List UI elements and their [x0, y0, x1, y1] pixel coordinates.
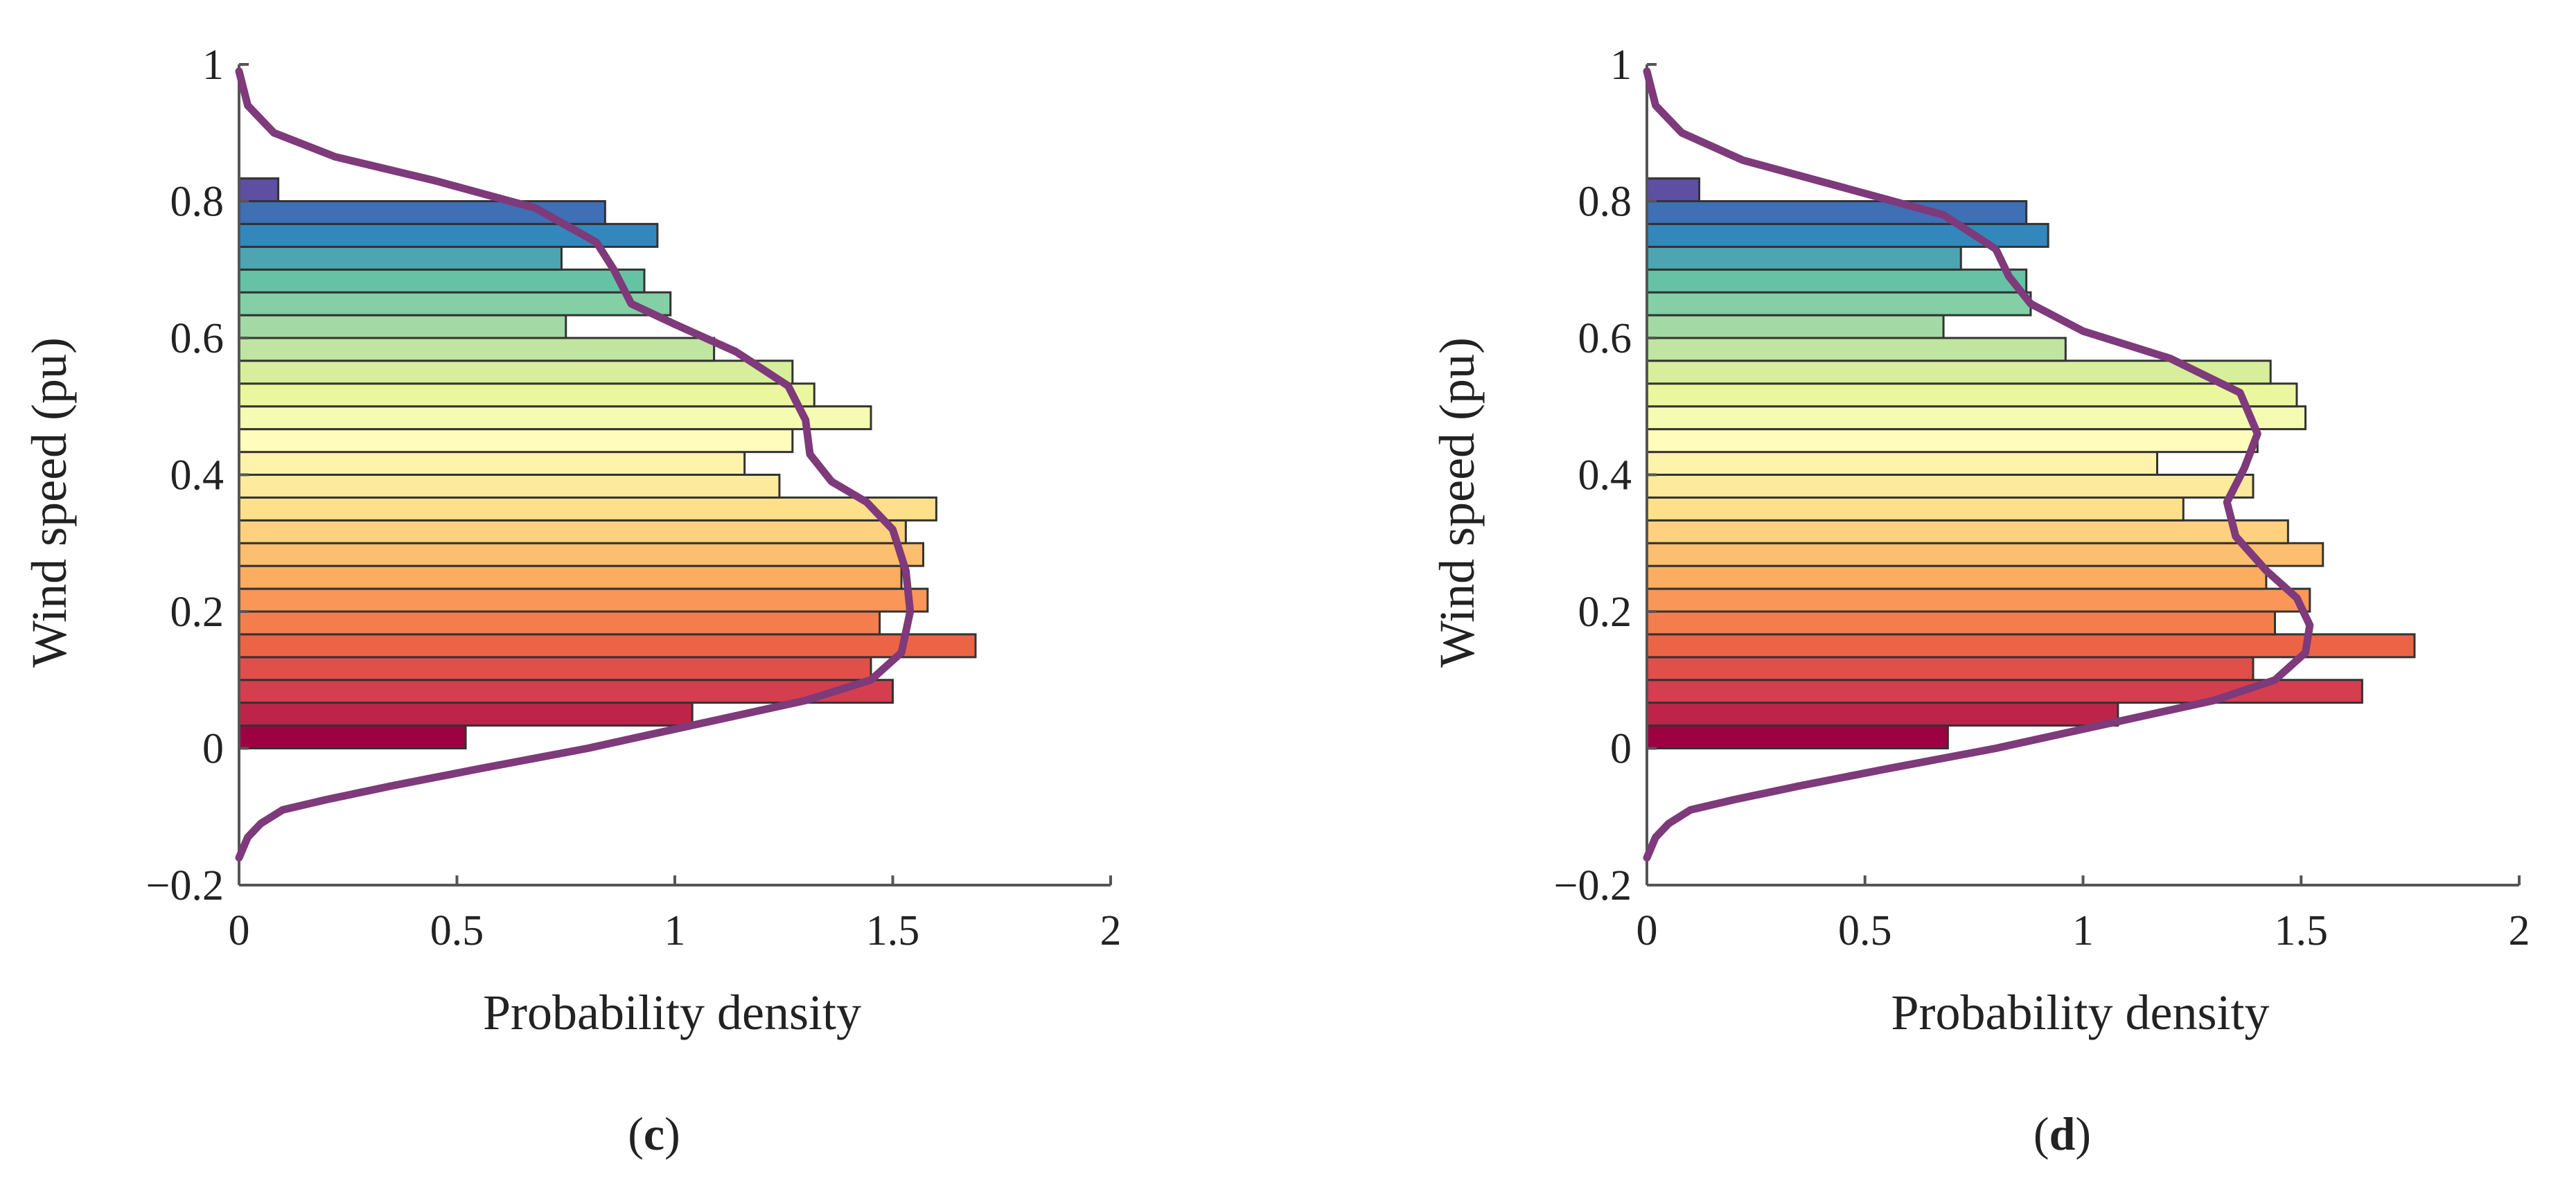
histogram-bar — [1646, 542, 2324, 567]
x-tick-label: 1.5 — [2275, 907, 2329, 954]
x-axis-title: Probability density — [483, 985, 861, 1040]
histogram-bar — [1646, 564, 2268, 590]
histogram-bar — [238, 542, 925, 567]
histogram-bar — [1646, 245, 1962, 271]
histogram-bar — [1646, 451, 2159, 476]
histogram-bar — [238, 245, 563, 271]
x-tick-label: 0 — [1637, 907, 1658, 954]
y-axis-title: Wind speed (pu) — [1429, 337, 1485, 668]
y-tick-label: 0.4 — [170, 452, 224, 499]
histogram-bar — [1646, 702, 2119, 727]
histogram-bar — [238, 564, 903, 590]
y-tick-label: 1 — [1610, 42, 1632, 89]
histogram-bar — [238, 268, 646, 294]
histogram-bar — [238, 451, 746, 476]
panel-letter: d — [2049, 1107, 2076, 1160]
y-tick-label: 0 — [202, 726, 224, 773]
histogram-bar — [238, 382, 815, 408]
x-tick-label: 1.5 — [866, 907, 920, 954]
histogram-bar — [1646, 382, 2298, 408]
y-tick-label: −0.2 — [1554, 862, 1632, 909]
histogram-bar — [238, 314, 567, 339]
x-axis-title: Probability density — [1891, 985, 2270, 1040]
y-tick-label: 0.8 — [170, 179, 224, 226]
histogram-bar — [1646, 405, 2307, 431]
histogram-bar — [1646, 610, 2276, 636]
x-tick-label: 0.5 — [430, 907, 484, 954]
histogram-bars — [238, 177, 977, 749]
histogram-bar — [1646, 474, 2255, 499]
y-tick-label: 1 — [202, 42, 224, 89]
y-tick-label: 0.6 — [170, 315, 224, 362]
histogram-bar — [238, 656, 872, 681]
panel-label: (c) — [628, 1107, 680, 1160]
histogram-bar — [238, 405, 872, 431]
histogram-bar — [238, 724, 467, 749]
panel-letter: c — [644, 1107, 664, 1160]
histogram-bars — [1646, 177, 2416, 749]
histogram-bar — [238, 633, 977, 659]
density-fit-curve — [235, 67, 915, 862]
histogram-bar — [1646, 314, 1945, 339]
histogram-bar — [1646, 177, 1701, 202]
x-tick-label: 2 — [1100, 907, 1122, 954]
y-tick-label: −0.2 — [146, 862, 224, 909]
y-tick-label: 0.2 — [1578, 589, 1632, 636]
histogram-bar — [238, 474, 781, 499]
histogram-bar — [1646, 724, 1949, 749]
histogram-bar — [1646, 656, 2255, 681]
histogram-bar — [238, 428, 794, 454]
histogram-bar — [1646, 291, 2032, 317]
y-tick-label: 0.2 — [170, 589, 224, 636]
density-fit-curve — [1643, 67, 2314, 862]
panel-label: (d) — [2034, 1107, 2091, 1160]
histogram-bar — [238, 610, 881, 636]
histogram-bar — [238, 587, 929, 613]
histogram-bar — [1646, 587, 2311, 613]
histogram-bar — [238, 291, 672, 317]
histogram-bar — [238, 359, 794, 385]
histogram-bar — [1646, 200, 2028, 225]
x-tick-label: 1 — [664, 907, 686, 954]
histogram-bar — [238, 177, 280, 202]
y-tick-label: 0 — [1610, 726, 1632, 773]
histogram-bar — [1646, 496, 2185, 522]
x-tick-label: 1 — [2072, 907, 2094, 954]
histogram-bar — [238, 519, 907, 544]
y-tick-label: 0.8 — [1578, 179, 1632, 226]
x-tick-label: 0.5 — [1838, 907, 1892, 954]
histogram-bar — [1646, 428, 2259, 454]
histogram-bar — [1646, 337, 2067, 362]
y-tick-label: 0.4 — [1578, 452, 1632, 499]
histogram-bar — [238, 337, 716, 362]
histogram-bar — [1646, 268, 2028, 294]
histogram-bar — [238, 496, 937, 522]
x-tick-label: 2 — [2509, 907, 2530, 954]
y-tick-label: 0.6 — [1578, 315, 1632, 362]
x-tick-label: 0 — [229, 907, 250, 954]
histogram-bar — [1646, 519, 2289, 544]
y-axis-title: Wind speed (pu) — [21, 337, 77, 668]
histogram-bar — [238, 702, 694, 727]
